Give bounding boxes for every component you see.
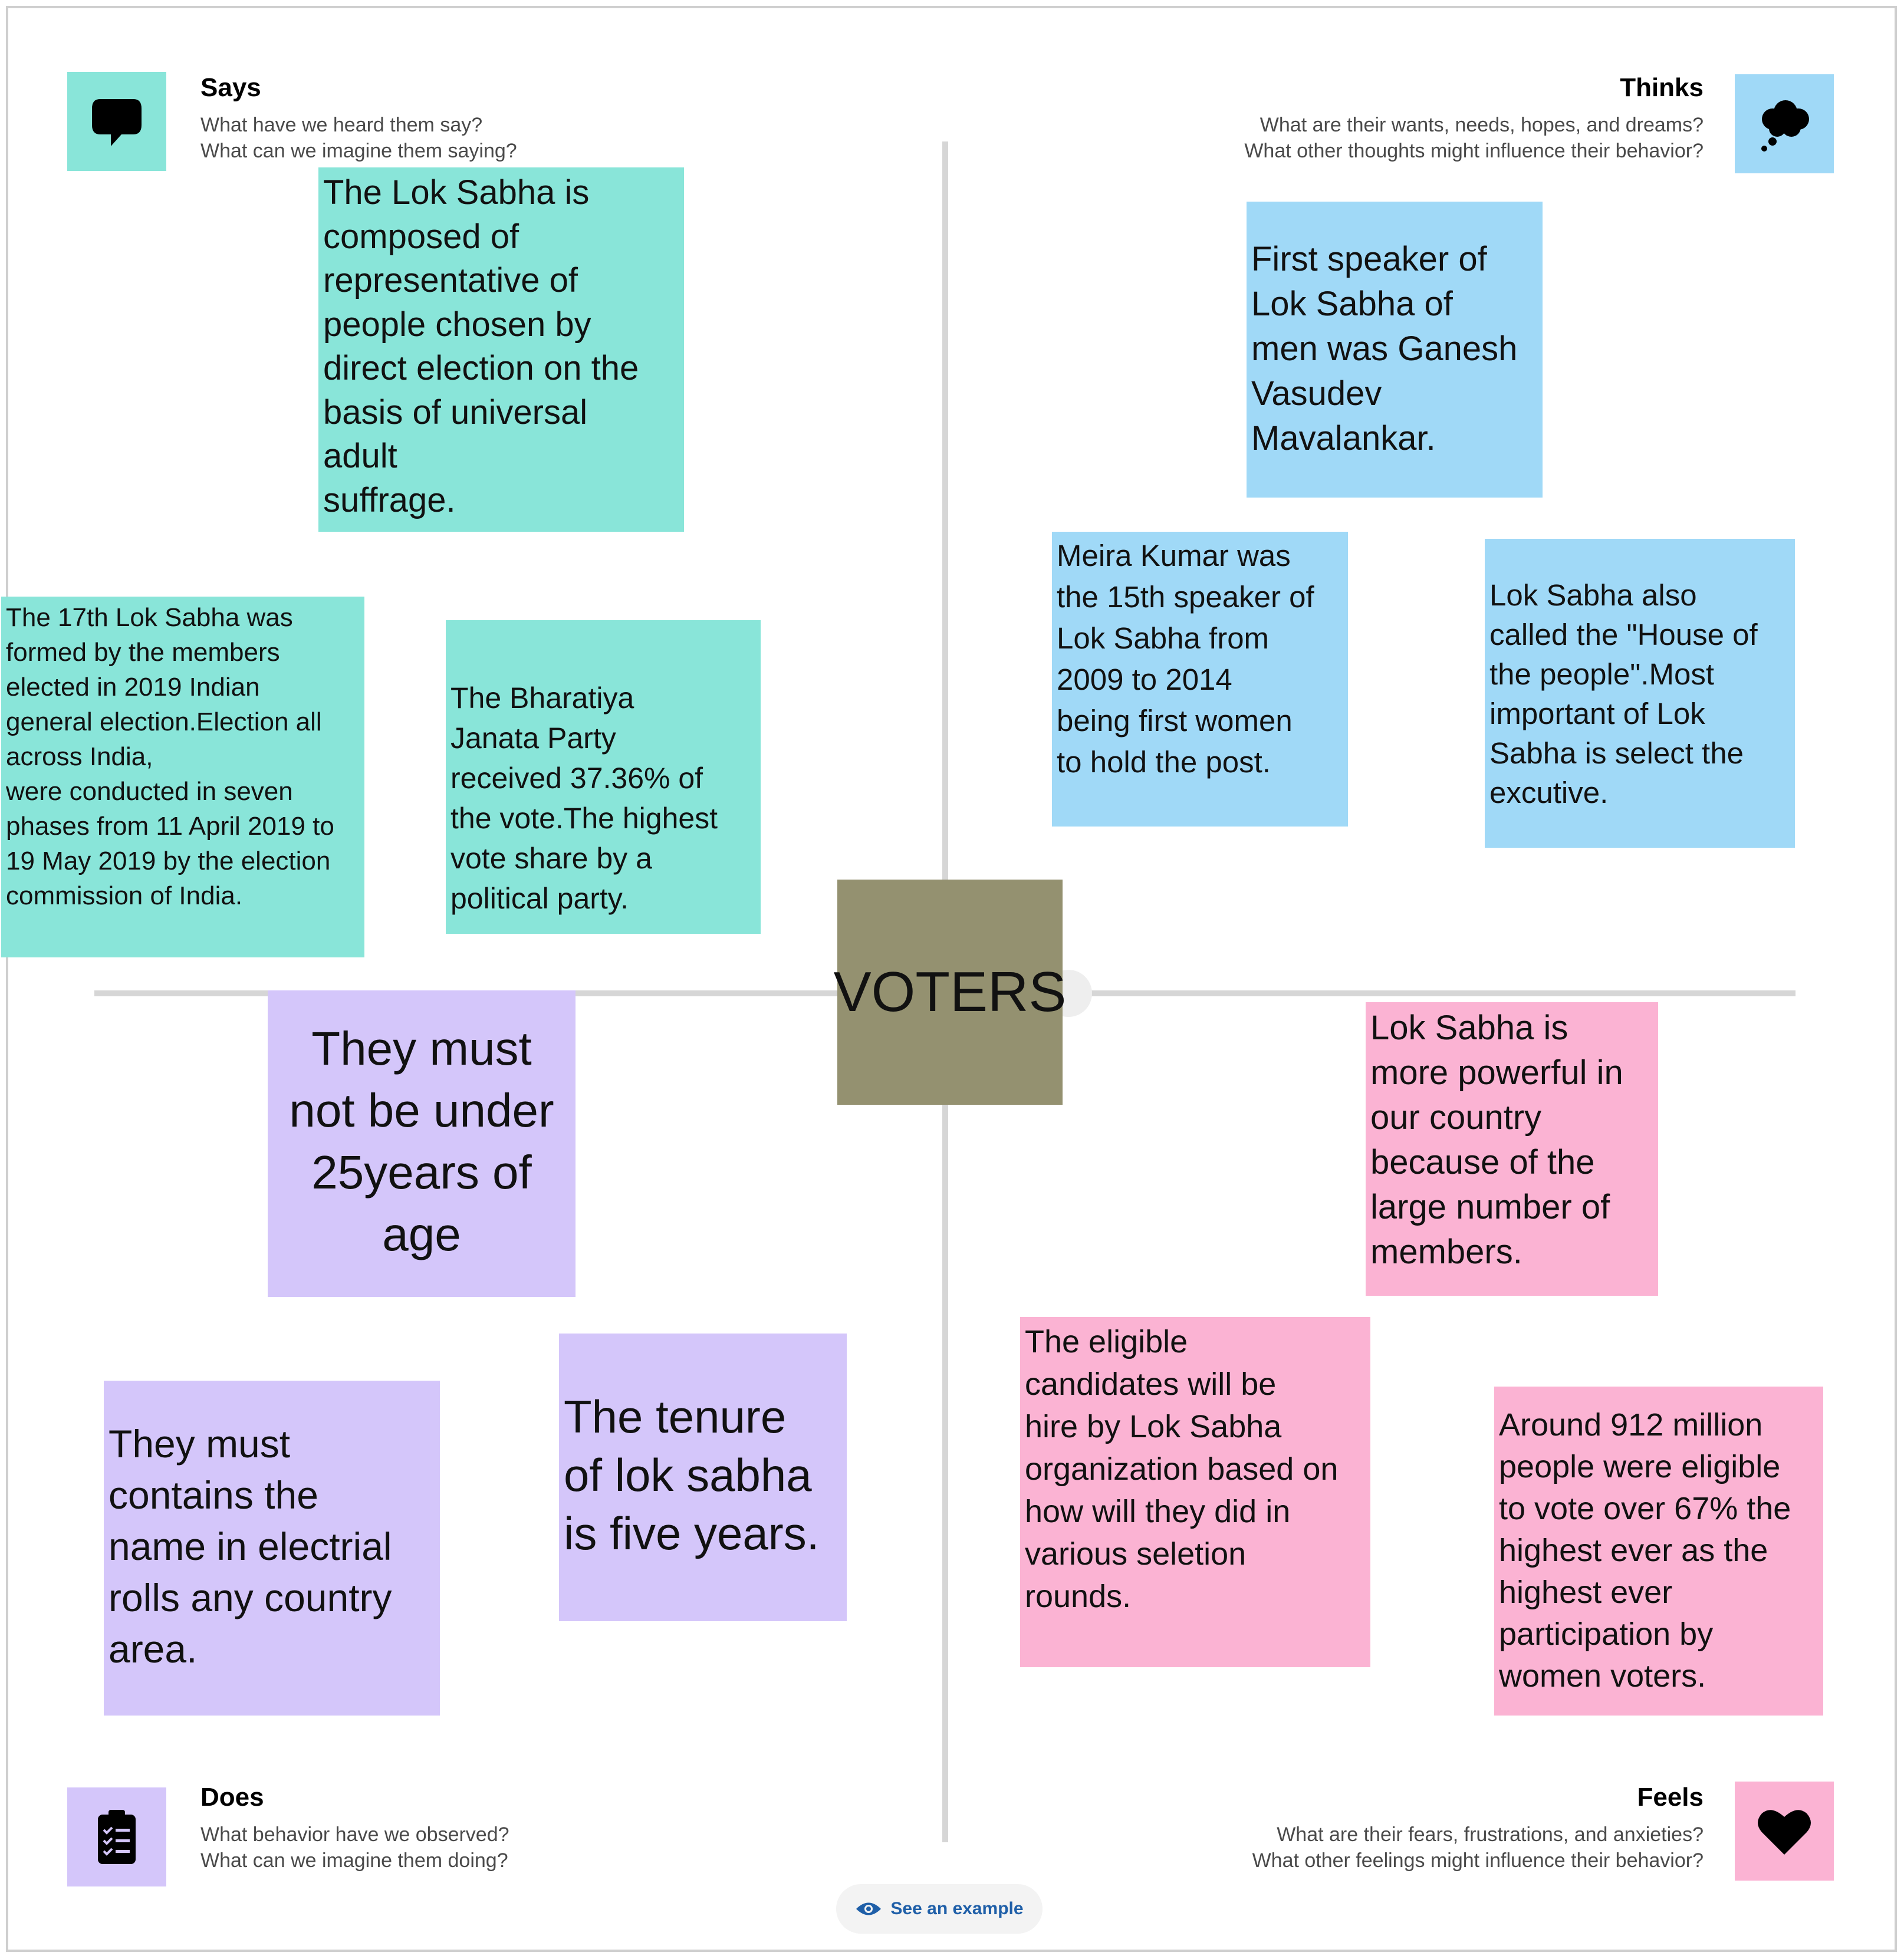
says-icon-tile — [67, 72, 166, 171]
says-prompt-1: What have we heard them say? — [200, 114, 483, 136]
canvas-frame — [6, 6, 1897, 1952]
does-prompt-1: What behavior have we observed? — [200, 1823, 509, 1846]
does-title: Does — [200, 1783, 264, 1812]
sticky-note-does-electoral-rolls[interactable]: They must contains the name in electrial… — [104, 1381, 440, 1716]
feels-icon-tile — [1735, 1782, 1834, 1881]
center-persona-label: VOTERS — [833, 960, 1067, 1023]
speech-bubble-icon — [92, 99, 142, 146]
heart-icon — [1758, 1810, 1811, 1855]
see-example-button[interactable]: See an example — [836, 1884, 1043, 1934]
sticky-note-does-age-requirement[interactable]: They must not be under 25years of age — [268, 990, 576, 1297]
does-prompt-2: What can we imagine them doing? — [200, 1849, 508, 1872]
sticky-note-feels-eligible-candidates[interactable]: The eligible candidates will be hire by … — [1020, 1317, 1370, 1667]
sticky-note-thinks-meira-kumar[interactable]: Meira Kumar was the 15th speaker of Lok … — [1052, 532, 1348, 827]
feels-prompt-1: What are their fears, frustrations, and … — [1277, 1823, 1704, 1846]
clipboard-checklist-icon — [98, 1810, 136, 1864]
does-header: Does What behavior have we observed? Wha… — [200, 1782, 509, 1874]
says-title: Says — [200, 73, 261, 102]
thinks-title: Thinks — [1620, 73, 1704, 102]
sticky-note-feels-lok-sabha-power[interactable]: Lok Sabha is more powerful in our countr… — [1366, 1002, 1658, 1296]
thinks-prompt-2: What other thoughts might influence thei… — [1244, 140, 1704, 162]
thought-cloud-icon — [1761, 100, 1809, 152]
sticky-note-does-tenure[interactable]: The tenure of lok sabha is five years. — [559, 1334, 847, 1621]
says-prompt-2: What can we imagine them saying? — [200, 140, 517, 162]
does-icon-tile — [67, 1787, 166, 1886]
says-header: Says What have we heard them say? What c… — [200, 72, 517, 164]
sticky-note-thinks-first-speaker[interactable]: First speaker of Lok Sabha of men was Ga… — [1247, 202, 1543, 498]
sticky-note-says-lok-sabha-composition[interactable]: The Lok Sabha is composed of representat… — [318, 167, 684, 532]
sticky-note-says-17th-lok-sabha[interactable]: The 17th Lok Sabha was formed by the mem… — [1, 597, 364, 957]
thinks-header: Thinks What are their wants, needs, hope… — [1244, 72, 1704, 164]
sticky-note-feels-912-million[interactable]: Around 912 million people were eligible … — [1494, 1387, 1823, 1716]
thinks-icon-tile — [1735, 74, 1834, 173]
sticky-note-thinks-house-of-people[interactable]: Lok Sabha also called the "House of the … — [1485, 539, 1795, 848]
eye-icon — [856, 1902, 882, 1915]
center-persona-card[interactable]: VOTERS — [834, 880, 1066, 1105]
feels-header: Feels What are their fears, frustrations… — [1252, 1782, 1704, 1874]
thinks-prompt-1: What are their wants, needs, hopes, and … — [1260, 114, 1704, 136]
see-example-label: See an example — [890, 1899, 1024, 1918]
feels-title: Feels — [1637, 1783, 1704, 1812]
feels-prompt-2: What other feelings might influence thei… — [1252, 1849, 1704, 1872]
sticky-note-says-bjp-vote-share[interactable]: The Bharatiya Janata Party received 37.3… — [446, 620, 761, 934]
